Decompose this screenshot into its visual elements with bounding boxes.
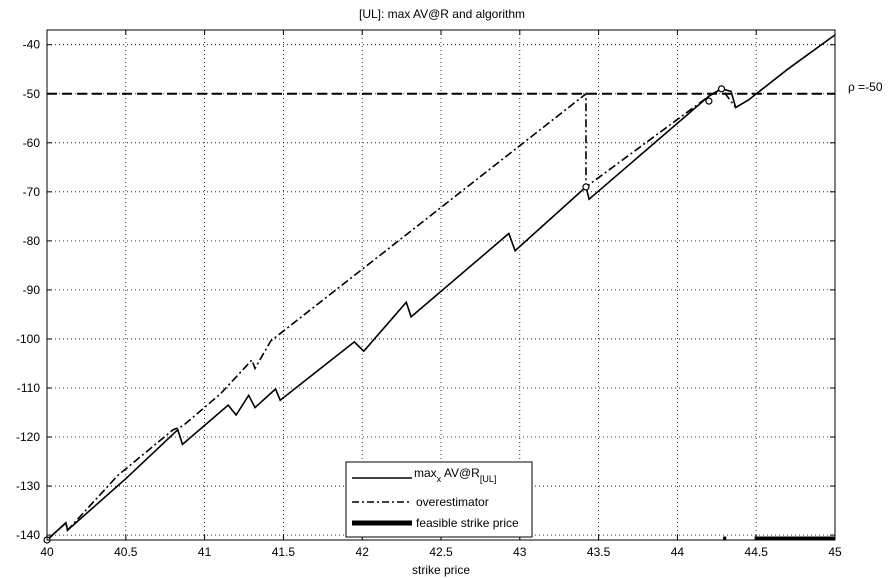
data-marker-2	[705, 97, 713, 105]
x-axis-label: strike price	[412, 563, 470, 577]
y-tick-label-6: -80	[23, 234, 41, 248]
plot-area	[43, 34, 836, 544]
y-tick-label-8: -60	[23, 136, 41, 150]
x-tick-label-6: 43	[513, 545, 527, 559]
y-tick-label-10: -40	[23, 38, 41, 52]
x-tick-label-10: 45	[828, 545, 842, 559]
legend-label-feasible: feasible strike price	[416, 516, 519, 530]
x-tick-label-7: 43.5	[587, 545, 611, 559]
y-tick-label-4: -100	[16, 332, 40, 346]
ticks: 40 40.5 41 41.5 42 42.5 43 43.5 44 44.5 45 -140 -130…	[16, 30, 842, 559]
y-tick-label-9: -50	[23, 87, 41, 101]
legend-label-max-avar: maxx AV@R[UL]	[414, 466, 496, 484]
y-tick-label-5: -90	[23, 283, 41, 297]
series-overestimator-line	[46, 87, 737, 541]
threshold-label: ρ =-50	[848, 80, 883, 94]
y-tick-label-2: -120	[16, 430, 40, 444]
data-marker-1	[582, 183, 590, 191]
data-marker-3	[717, 85, 726, 93]
legend: maxx AV@R[UL] overestimator feasible str…	[345, 461, 533, 538]
x-tick-label-4: 42	[356, 545, 370, 559]
grid	[47, 30, 835, 540]
y-tick-label-0: -140	[16, 528, 40, 542]
legend-label-overestimator: overestimator	[416, 495, 489, 509]
x-tick-label-3: 41.5	[272, 545, 296, 559]
series-max-avar-line	[46, 34, 836, 541]
x-tick-label-1: 40.5	[114, 545, 138, 559]
y-tick-label-7: -70	[23, 185, 41, 199]
y-tick-label-1: -130	[16, 479, 40, 493]
x-tick-label-2: 41	[198, 545, 212, 559]
x-tick-label-9: 44.5	[745, 545, 769, 559]
x-tick-label-5: 42.5	[429, 545, 453, 559]
y-tick-label-3: -110	[17, 381, 40, 395]
x-tick-label-8: 44	[671, 545, 685, 559]
chart-title: [UL]: max AV@R and algorithm	[359, 7, 525, 21]
x-tick-label-0: 40	[40, 545, 54, 559]
